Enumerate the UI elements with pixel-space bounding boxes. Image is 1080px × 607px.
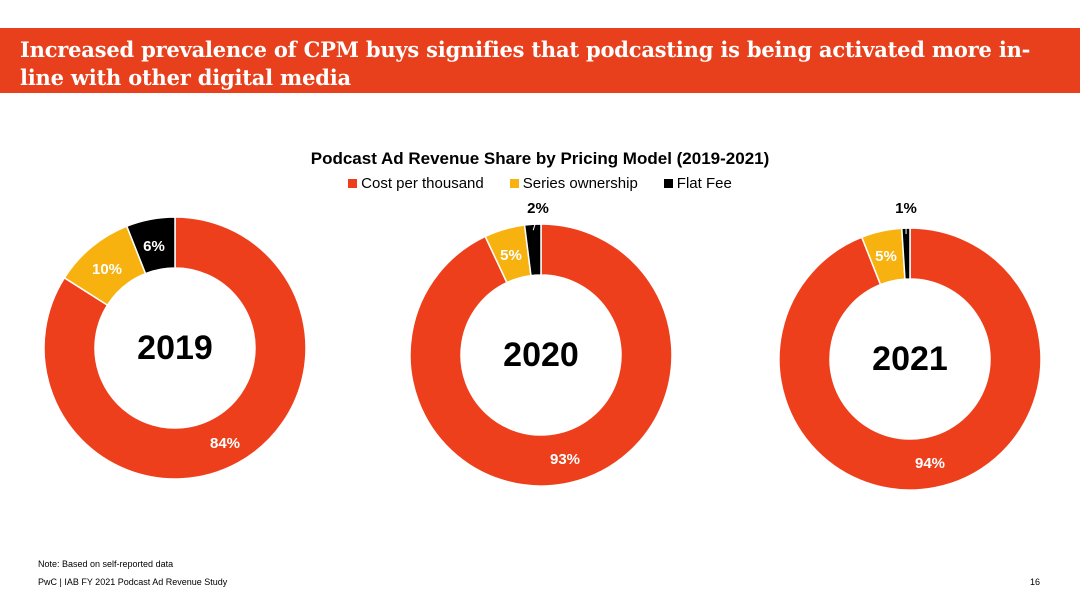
donut-2021-slice-flat-fee [900, 227, 911, 280]
donut-2019-label-flat-fee: 6% [143, 238, 165, 255]
source-line: PwC | IAB FY 2021 Podcast Ad Revenue Stu… [38, 577, 228, 587]
slide-title: Increased prevalence of CPM buys signifi… [20, 37, 1031, 90]
chart-title: Podcast Ad Revenue Share by Pricing Mode… [310, 149, 770, 168]
donut-2021: 94% 5% 1% 2021 [778, 200, 1042, 491]
donut-2020: 93% 5% 2% 2020 [409, 200, 673, 487]
chart-legend: Cost per thousand Series ownership Flat … [0, 175, 1080, 192]
title-banner: Increased prevalence of CPM buys signifi… [0, 28, 1080, 93]
donut-2020-leader-line [532, 214, 539, 231]
donut-2020-slice-flat-fee [523, 223, 542, 277]
legend-swatch-cpm [348, 179, 358, 188]
donut-2021-label-cpm: 94% [915, 455, 945, 472]
donut-2021-year-label: 2021 [872, 340, 948, 378]
legend-label-flat-fee: Flat Fee [676, 175, 732, 192]
donut-2019-slice-cpm [43, 216, 307, 480]
donut-2020-slice-cpm [409, 223, 673, 487]
donut-2020-label-series-ownership: 5% [500, 247, 522, 264]
legend-label-series-ownership: Series ownership [522, 175, 638, 192]
donut-2019-label-series-ownership: 10% [92, 261, 122, 278]
legend-item-cpm: Cost per thousand [348, 175, 484, 192]
donut-2019-label-cpm: 84% [210, 435, 240, 452]
page-number: 16 [1029, 577, 1040, 587]
legend-label-cpm: Cost per thousand [361, 175, 484, 192]
donut-2019-year-label: 2019 [137, 329, 213, 367]
donut-2021-label-series-ownership: 5% [875, 248, 897, 265]
donut-2021-slice-cpm [778, 227, 1042, 491]
donut-2020-label-flat-fee: 2% [527, 200, 549, 217]
legend-swatch-flat-fee [663, 179, 673, 188]
footnote: Note: Based on self-reported data [38, 559, 174, 569]
legend-swatch-series-ownership [509, 179, 519, 188]
donut-2019: 84% 10% 6% 2019 [43, 216, 307, 480]
donut-2019-slice-flat-fee [125, 216, 176, 275]
donut-2021-label-flat-fee: 1% [895, 200, 917, 217]
legend-item-flat-fee: Flat Fee [663, 175, 732, 192]
donut-2020-year-label: 2020 [503, 336, 579, 374]
legend-item-series-ownership: Series ownership [509, 175, 638, 192]
donut-2020-label-cpm: 93% [550, 451, 580, 468]
